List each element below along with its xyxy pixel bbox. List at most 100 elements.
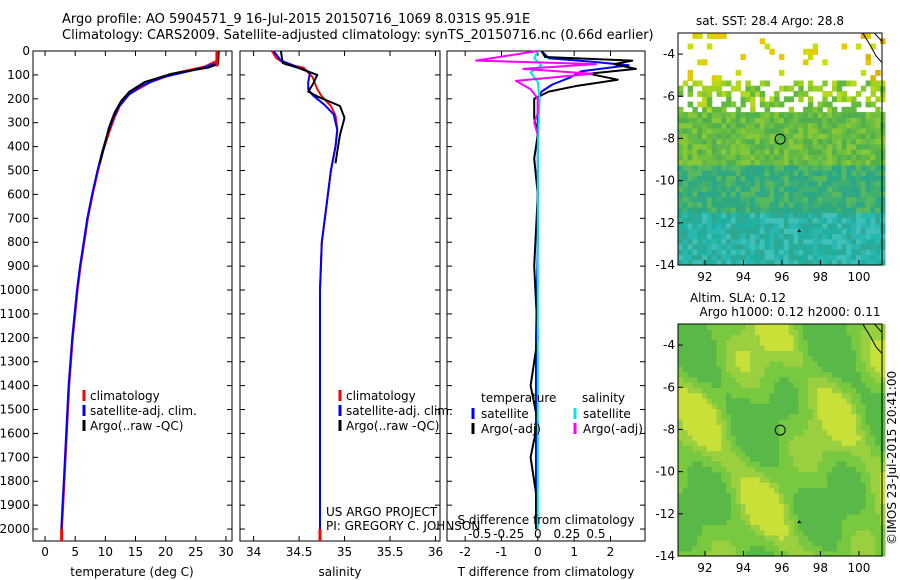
sst_map-cell: [788, 106, 795, 113]
sst_map-cell: [774, 243, 780, 250]
difference-s-tick-label: 0: [534, 527, 542, 541]
sst_map-cell: [812, 85, 819, 92]
sst_map-cell: [745, 207, 751, 213]
sst_map-cell: [764, 191, 770, 198]
sst_map-cell: [745, 143, 751, 150]
sla_map-cell: [817, 371, 823, 378]
sla_map-cell: [755, 413, 761, 420]
sst_map-cell: [750, 207, 756, 213]
sla_map-cell: [721, 424, 727, 431]
sst_map-cell: [856, 127, 862, 134]
sla_map-cell: [726, 413, 732, 420]
sla_map-cell: [860, 329, 867, 336]
sst_map-cell: [817, 170, 823, 176]
sst_map-cell: [865, 185, 871, 192]
sla_map-cell: [788, 329, 795, 336]
sst_map-cell: [682, 122, 689, 129]
sla_map-cell: [697, 545, 703, 552]
sla_map-cell: [702, 487, 708, 494]
sst_map-cell: [779, 122, 785, 129]
sla_map-cell: [697, 350, 703, 357]
sla_map-cell: [764, 466, 770, 473]
sst_map-cell: [860, 243, 867, 250]
sla_map-cell: [755, 450, 761, 457]
sst_map-cell: [812, 43, 819, 50]
sla_map-cell: [779, 450, 785, 457]
sla_map-cell: [692, 366, 698, 373]
sla_map-cell: [740, 397, 746, 404]
sla_map-cell: [836, 466, 843, 473]
sla_map-cell: [769, 418, 775, 425]
sla_map-cell: [779, 540, 785, 547]
sla_map-cell: [793, 324, 799, 330]
sst_map-cell: [706, 249, 713, 256]
sla_map-cell: [807, 513, 814, 520]
sla_map-cell: [803, 360, 809, 367]
sla_map-cell: [740, 466, 746, 473]
sst_map-cell: [851, 228, 857, 234]
sst_map-cell: [812, 217, 819, 224]
sst_map-cell: [865, 54, 871, 60]
sla_map-cell: [851, 350, 857, 357]
sla_map-cell: [764, 492, 770, 499]
sla_map-cell: [836, 387, 843, 394]
sst_map-cell: [774, 185, 780, 192]
sla_map-cell: [779, 376, 785, 383]
sla_map-cell: [846, 324, 852, 330]
sst_map-cell: [846, 259, 852, 266]
sla_map-cell: [822, 498, 828, 504]
sla_map-cell: [726, 487, 732, 494]
sst_map-cell: [730, 122, 737, 129]
sst_map-cell: [827, 106, 833, 113]
sla_map-cell: [706, 492, 713, 499]
sla_map-xtick-label: 94: [736, 561, 751, 575]
sst_map-cell: [807, 212, 814, 219]
sst_map-cell: [678, 243, 684, 250]
sst_map-cell: [856, 196, 862, 203]
sla_map-cell: [769, 360, 775, 367]
sla_map-cell: [832, 429, 838, 436]
sla_map-cell: [706, 397, 713, 404]
sst_map-cell: [726, 180, 732, 187]
sla_map-cell: [678, 503, 684, 510]
sst_map-cell: [721, 228, 727, 234]
sla_map-cell: [726, 429, 732, 436]
sla_map-cell: [750, 513, 756, 520]
sla_map-cell: [875, 534, 881, 541]
sst_map-cell: [836, 180, 843, 187]
sst_map-cell: [706, 180, 713, 187]
sst_map-cell: [726, 143, 732, 150]
sla_map-cell: [706, 455, 713, 462]
sla_map-cell: [740, 503, 746, 510]
sla_map-cell: [774, 545, 780, 552]
sla_map-cell: [836, 487, 843, 494]
sla_map-cell: [740, 334, 746, 341]
sla_map-cell: [875, 461, 881, 467]
sst_map-cell: [711, 75, 718, 82]
sst_map-cell: [807, 259, 814, 266]
sst_map-cell: [798, 254, 804, 261]
sst_map-cell: [706, 33, 713, 39]
sla_map-cell: [774, 408, 780, 415]
sla_map-cell: [745, 524, 751, 531]
sst_map-cell: [846, 249, 852, 256]
sla_map-cell: [687, 466, 693, 473]
sst_map-cell: [812, 149, 819, 155]
sst_map-cell: [721, 212, 727, 219]
sla_map-cell: [711, 450, 718, 457]
sla_map-cell: [803, 350, 809, 357]
sla_map-argo-marker: [774, 424, 786, 436]
sst_map-cell: [711, 207, 718, 213]
sla_map-cell: [779, 392, 785, 399]
sla_map-cell: [779, 324, 785, 330]
sla_map-cell: [793, 382, 799, 388]
sla_map-cell: [856, 339, 862, 346]
sst_map-cell: [841, 228, 847, 234]
sla_map-cell: [702, 360, 708, 367]
sla_map-cell: [875, 529, 881, 536]
sst_map-cell: [759, 101, 766, 108]
sst_map-cell: [745, 138, 751, 145]
sst_map-cell: [880, 138, 886, 145]
sla_map-cell: [764, 403, 770, 409]
sst_map-cell: [697, 222, 703, 229]
